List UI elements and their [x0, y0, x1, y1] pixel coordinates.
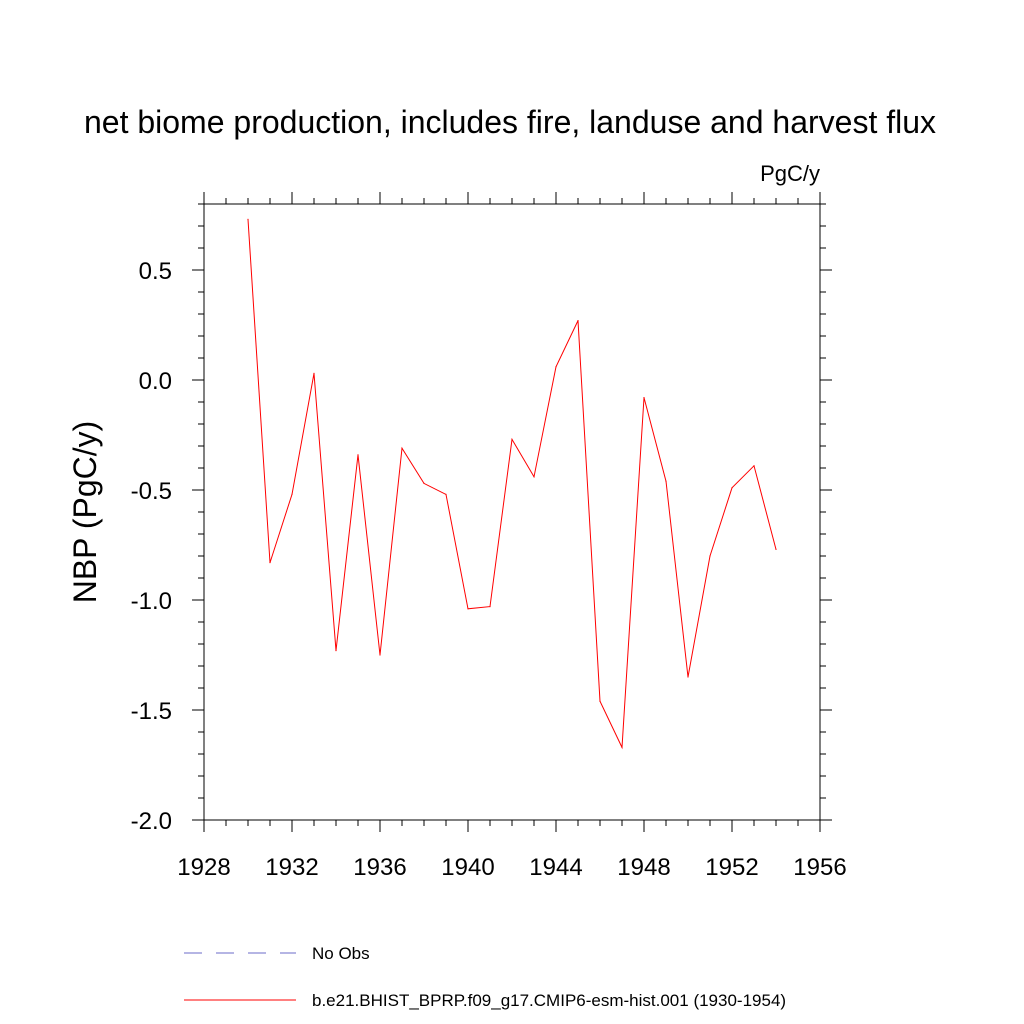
- data-point: [753, 465, 755, 467]
- data-point: [621, 746, 623, 749]
- data-point: [247, 218, 249, 220]
- y-tick-label: -1.0: [131, 588, 172, 615]
- data-point: [665, 480, 667, 482]
- y-tick-label: -1.5: [131, 698, 172, 725]
- chart-title: net biome production, includes fire, lan…: [84, 104, 936, 140]
- x-tick-label: 1928: [177, 854, 230, 881]
- legend: No Obs b.e21.BHIST_BPRP.f09_g17.CMIP6-es…: [184, 944, 786, 1010]
- data-point: [555, 366, 557, 368]
- data-point: [533, 476, 535, 478]
- data-point: [489, 606, 491, 608]
- x-tick-label: 1940: [441, 854, 494, 881]
- x-tick-label: 1948: [617, 854, 670, 881]
- data-point: [313, 372, 315, 374]
- series-layer: [247, 218, 777, 750]
- data-point: [357, 454, 359, 456]
- data-point: [291, 493, 293, 495]
- x-tick-label: 1956: [793, 854, 846, 881]
- data-point: [577, 320, 579, 322]
- units-label: PgC/y: [760, 161, 820, 186]
- data-point: [687, 676, 689, 678]
- plot-frame: [203, 203, 821, 821]
- y-tick-label: -0.5: [131, 478, 172, 505]
- data-point: [775, 548, 777, 551]
- data-point: [643, 397, 645, 399]
- axes: 1928 1932 1936 1940 1944 1948 1952 1956 0.5 0.0 -0…: [131, 192, 847, 881]
- data-point: [467, 608, 469, 610]
- data-point: [709, 555, 711, 557]
- x-tick-label: 1952: [705, 854, 758, 881]
- legend-label-model-run: b.e21.BHIST_BPRP.f09_g17.CMIP6-esm-hist.…: [312, 991, 786, 1010]
- data-point: [401, 447, 403, 449]
- x-tick-label: 1936: [353, 854, 406, 881]
- data-point: [423, 482, 425, 484]
- y-tick-label: 0.5: [139, 258, 172, 285]
- data-point: [731, 487, 733, 489]
- data-point: [335, 650, 337, 652]
- data-point: [599, 700, 601, 702]
- data-point: [269, 562, 271, 564]
- y-tick-label: 0.0: [139, 368, 172, 395]
- data-point: [379, 654, 381, 656]
- series-line: [247, 219, 777, 750]
- y-axis-title: NBP (PgC/y): [67, 421, 103, 604]
- y-tick-label: -2.0: [131, 808, 172, 835]
- x-tick-label: 1932: [265, 854, 318, 881]
- x-tick-label: 1944: [529, 854, 582, 881]
- legend-label-no-obs: No Obs: [312, 944, 370, 963]
- data-point: [445, 493, 447, 495]
- data-point: [511, 438, 513, 440]
